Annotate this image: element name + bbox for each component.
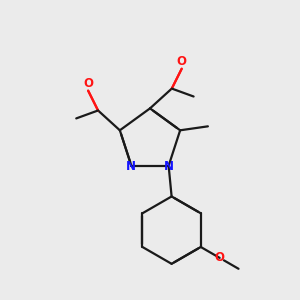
- Text: N: N: [126, 160, 136, 173]
- Text: O: O: [215, 251, 225, 264]
- Text: O: O: [83, 77, 93, 90]
- Text: N: N: [164, 160, 174, 173]
- Text: O: O: [177, 55, 187, 68]
